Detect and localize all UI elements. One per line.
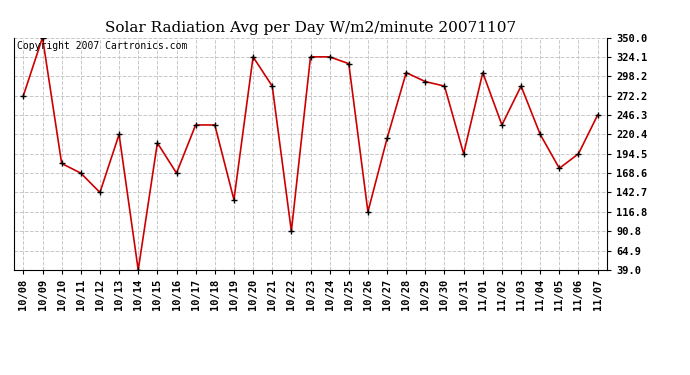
Title: Solar Radiation Avg per Day W/m2/minute 20071107: Solar Radiation Avg per Day W/m2/minute … xyxy=(105,21,516,35)
Text: Copyright 2007 Cartronics.com: Copyright 2007 Cartronics.com xyxy=(17,41,187,51)
